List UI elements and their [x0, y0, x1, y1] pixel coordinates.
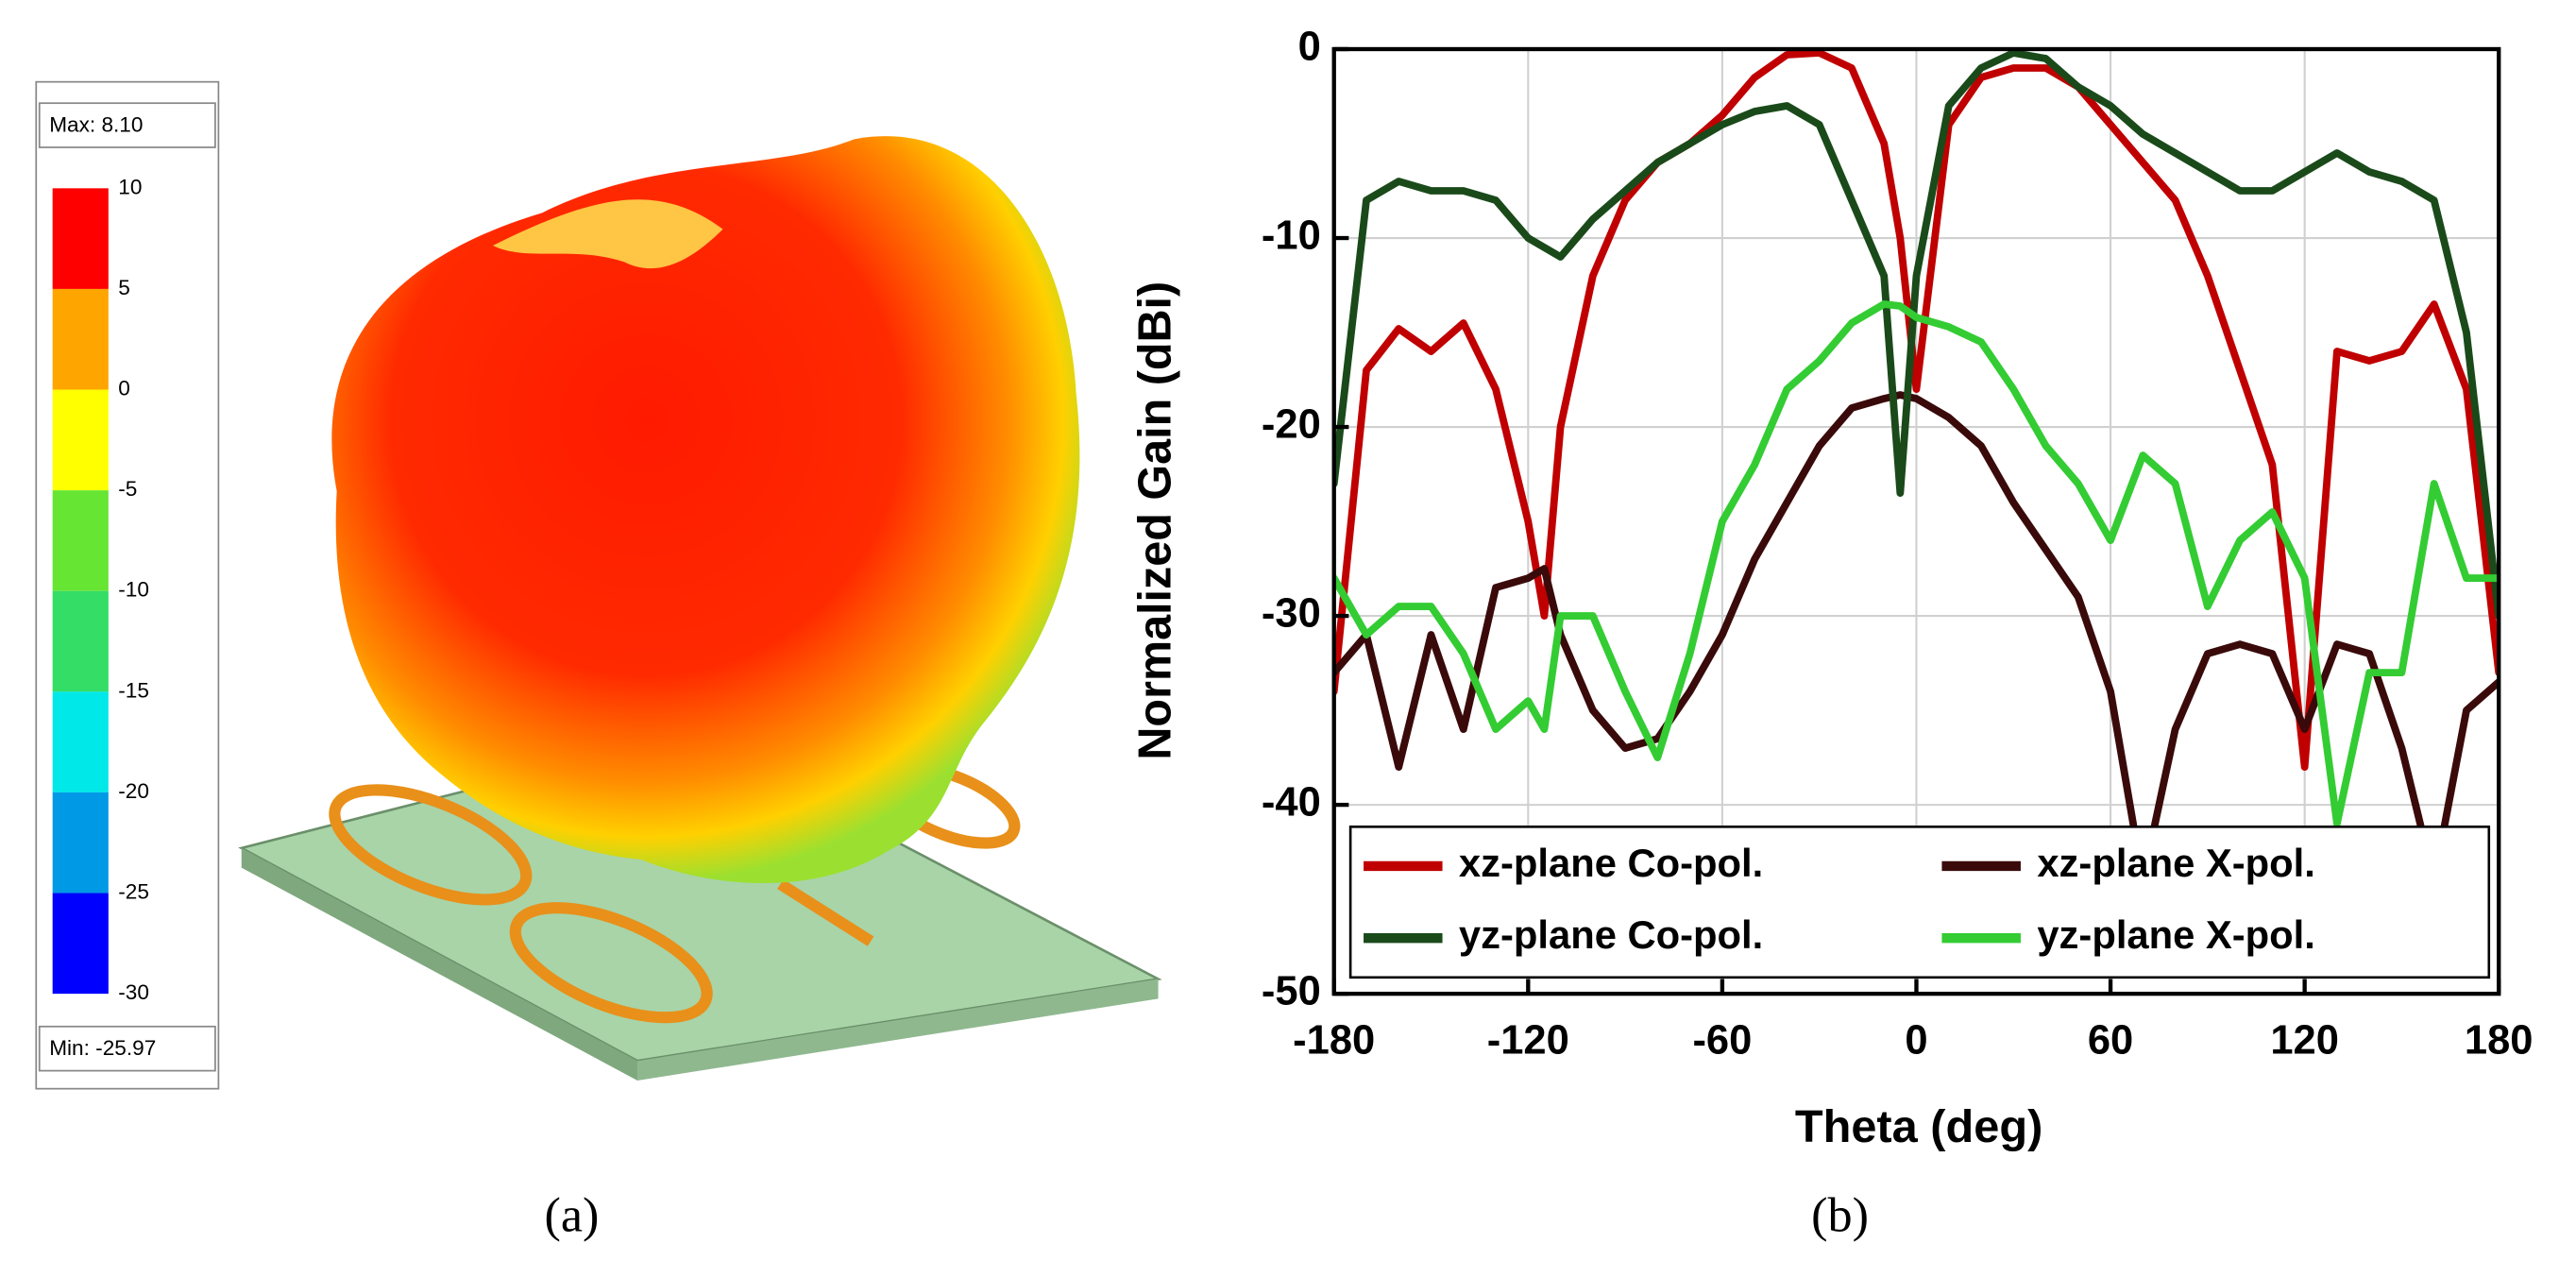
colorbar-tick-label: -25 — [118, 880, 149, 904]
color-band — [52, 691, 109, 792]
min-box — [38, 1025, 216, 1072]
x-tick-label: 60 — [2088, 1018, 2133, 1064]
x-tick-label: 0 — [1905, 1018, 1927, 1064]
y-axis-label: Normalized Gain (dBi) — [1129, 281, 1180, 760]
y-tick-label: -10 — [1262, 213, 1321, 259]
max-label: Max: 8.10 — [49, 112, 143, 136]
x-tick-label: -60 — [1692, 1018, 1752, 1064]
y-tick-label: -20 — [1262, 402, 1321, 448]
color-band — [52, 590, 109, 692]
x-tick-label: -180 — [1293, 1018, 1375, 1064]
color-band — [52, 490, 109, 591]
y-tick-label: -50 — [1262, 969, 1321, 1014]
legend-label: yz-plane X-pol. — [2037, 912, 2314, 957]
colorbar-tick-label: -15 — [118, 678, 149, 702]
colorbar-tick-label: -5 — [118, 477, 137, 501]
colorbar-tick-label: 10 — [118, 175, 142, 198]
y-tick-label: 0 — [1298, 25, 1321, 70]
color-band — [52, 792, 109, 894]
series-line — [1333, 300, 2500, 828]
x-tick-label: 120 — [2270, 1018, 2339, 1064]
legend-label: yz-plane Co-pol. — [1459, 912, 1763, 957]
color-band — [52, 893, 109, 995]
y-tick-label: -30 — [1262, 591, 1321, 637]
x-tick-label: 180 — [2465, 1018, 2534, 1064]
y-tick-label: -40 — [1262, 780, 1321, 826]
color-band — [52, 288, 109, 390]
colorbar-tick-label: 5 — [118, 276, 130, 299]
min-label: Min: -25.97 — [49, 1036, 156, 1060]
max-box — [38, 102, 216, 148]
caption-b: (b) — [1811, 1188, 1869, 1242]
legend-box — [1348, 826, 2491, 979]
colorbar-tick-label: -10 — [118, 578, 149, 602]
colorbar-tick-label: -20 — [118, 779, 149, 803]
series-line — [1333, 391, 2500, 885]
antenna-illustration — [238, 136, 1162, 1081]
legend-label: xz-plane Co-pol. — [1459, 841, 1763, 885]
legend-label: xz-plane X-pol. — [2037, 841, 2314, 885]
x-tick-label: -120 — [1487, 1018, 1569, 1064]
color-band — [52, 389, 109, 491]
series-line — [1333, 49, 2500, 620]
plot-lines — [1333, 49, 2500, 885]
series-line — [1333, 49, 2500, 772]
x-axis-label: Theta (deg) — [1795, 1101, 2042, 1152]
colorbar-tick-label: -30 — [118, 980, 149, 1004]
colorbar-tick-label: 0 — [118, 377, 130, 400]
color-band — [52, 188, 109, 289]
caption-a: (a) — [544, 1188, 599, 1242]
